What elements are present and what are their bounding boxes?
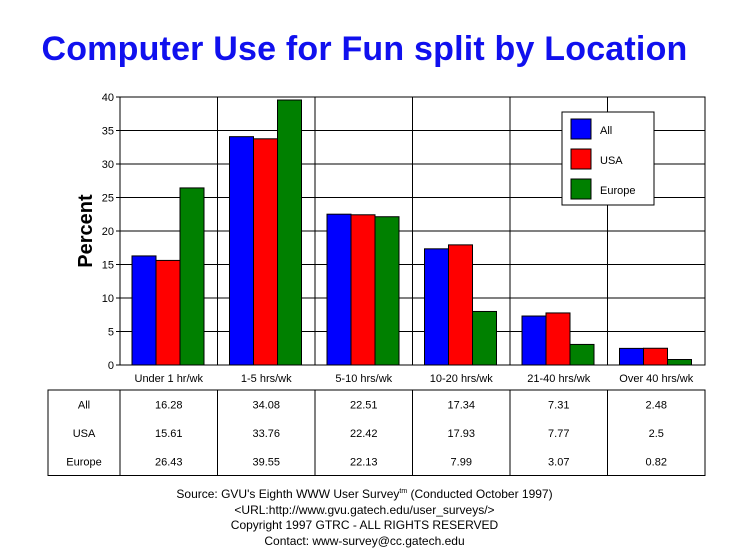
- y-axis-label: Percent: [75, 194, 97, 268]
- table-cell: 0.82: [646, 456, 667, 468]
- bar-all-3: [424, 248, 449, 366]
- category-label: Over 40 hrs/wk: [619, 373, 693, 385]
- bar-europe-4: [569, 343, 595, 366]
- table-cell: 33.76: [252, 428, 280, 440]
- table-cell: 7.99: [451, 456, 472, 468]
- source-suffix: (Conducted October 1997): [407, 487, 553, 501]
- bar-all-5: [619, 347, 644, 366]
- bar-all-1: [229, 136, 254, 366]
- table-cell: 15.61: [155, 428, 183, 440]
- category-label: 1-5 hrs/wk: [241, 373, 292, 385]
- data-table-frame: [47, 389, 706, 476]
- source-footer: Source: GVU's Eighth WWW User Surveytm (…: [0, 484, 729, 549]
- bar-usa-2: [350, 214, 376, 366]
- legend-label: USA: [600, 155, 623, 167]
- table-cell: 22.42: [350, 428, 378, 440]
- table-cell: 34.08: [252, 399, 280, 411]
- table-row-label: USA: [73, 428, 96, 440]
- table-cell: 26.43: [155, 456, 183, 468]
- bar-usa-4: [545, 312, 571, 366]
- bar-usa-3: [448, 244, 473, 366]
- chart-title: Computer Use for Fun split by Location: [41, 30, 688, 68]
- table-row-label: All: [78, 399, 90, 411]
- table-cell: 17.34: [447, 399, 475, 411]
- y-tick-label: 0: [108, 360, 114, 372]
- category-label: Under 1 hr/wk: [135, 373, 204, 385]
- source-superscript: tm: [399, 488, 408, 495]
- legend-label: All: [600, 125, 612, 137]
- copyright-line: Copyright 1997 GTRC - ALL RIGHTS RESERVE…: [230, 518, 499, 532]
- y-tick-label: 20: [102, 226, 114, 238]
- bar-usa-1: [253, 138, 278, 366]
- contact-line: Contact: www-survey@cc.gatech.edu: [264, 533, 465, 548]
- source-url: <URL:http://www.gvu.gatech.edu/user_surv…: [234, 502, 495, 517]
- bar-usa-5: [643, 347, 668, 366]
- bar-usa-0: [155, 259, 181, 366]
- table-cell: 17.93: [447, 428, 475, 440]
- table-cell: 2.48: [646, 399, 667, 411]
- legend-swatch-europe: [570, 178, 592, 200]
- category-label: 21-40 hrs/wk: [527, 373, 590, 385]
- category-label: 10-20 hrs/wk: [430, 373, 493, 385]
- table-cell: 2.5: [649, 428, 664, 440]
- y-tick-label: 5: [108, 327, 114, 339]
- y-tick-label: 35: [102, 126, 114, 138]
- table-cell: 16.28: [155, 399, 183, 411]
- bar-europe-0: [179, 187, 205, 366]
- table-cell: 22.13: [350, 456, 378, 468]
- bar-chart: 0 5 10 15 20 25 30 35 40 Under 1 hr/wk 1-5 hrs/wk 5…: [47, 92, 706, 476]
- y-tick-label: 25: [102, 193, 114, 205]
- bar-all-4: [521, 315, 547, 366]
- table-row-label: Europe: [66, 456, 101, 468]
- y-tick-label: 30: [102, 159, 114, 171]
- plot-frame: [119, 96, 706, 366]
- source-line: Source: GVU's Eighth WWW User Surveytm (…: [0, 484, 729, 503]
- category-label: 5-10 hrs/wk: [335, 373, 392, 385]
- y-tick-label: 15: [102, 260, 114, 272]
- source-prefix: Source: GVU's Eighth WWW User Survey: [176, 487, 400, 501]
- table-cell: 7.77: [548, 428, 569, 440]
- bar-all-2: [326, 213, 352, 366]
- bar-europe-2: [374, 216, 400, 366]
- y-tick-label: 10: [102, 293, 114, 305]
- legend-label: Europe: [600, 185, 635, 197]
- bar-all-0: [131, 255, 157, 366]
- legend-swatch-usa: [570, 148, 592, 170]
- table-cell: 3.07: [548, 456, 569, 468]
- bar-europe-5: [667, 359, 692, 366]
- table-cell: 22.51: [350, 399, 378, 411]
- table-cell: 39.55: [252, 456, 280, 468]
- bar-europe-3: [472, 310, 497, 366]
- table-cell: 7.31: [548, 399, 569, 411]
- legend-swatch-all: [570, 118, 592, 140]
- bar-europe-1: [277, 99, 302, 366]
- y-tick-label: 40: [102, 92, 114, 104]
